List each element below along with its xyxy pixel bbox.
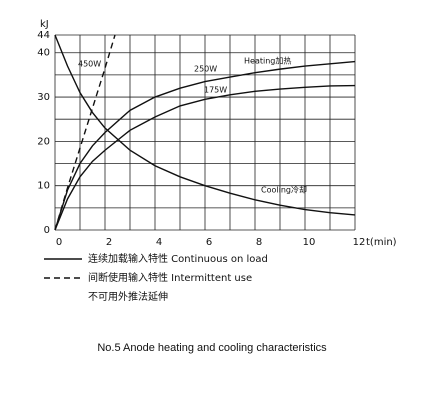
series-label: 250W [194,65,217,74]
series-label: 175W [204,86,227,95]
x-tick-label: 2 [106,237,112,248]
y-tick-label: 0 [44,225,50,236]
x-tick-label: 6 [206,237,212,248]
y-axis-label: kJ [40,19,49,30]
x-tick-label: 0 [56,237,62,248]
series-line [54,34,356,216]
y-tick-label: 40 [37,48,50,59]
x-tick-label: 8 [256,237,262,248]
annotation: Heating加热 [244,56,291,66]
series-line [54,34,116,231]
series-line [54,60,356,231]
y-tick-label: 20 [37,136,50,147]
series-line [54,84,356,231]
x-axis-label: t(min) [366,237,397,248]
y-tick-label: 10 [37,181,50,192]
x-tick-label: 10 [303,237,316,248]
legend-text: 间断使用输入特性 Intermittent use [88,271,252,284]
y-tick-label: 44 [37,30,50,41]
legend-text: 不可用外推法延伸 [88,290,168,303]
x-tick-label: 12 [353,237,366,248]
legend-text: 连续加载输入特性 Continuous on load [88,252,268,265]
series-label: Cooling冷却 [261,185,307,195]
x-tick-label: 4 [156,237,162,248]
chart-title: No.5 Anode heating and cooling character… [97,342,327,354]
series-label: 450W [78,60,101,69]
y-tick-label: 30 [37,92,50,103]
